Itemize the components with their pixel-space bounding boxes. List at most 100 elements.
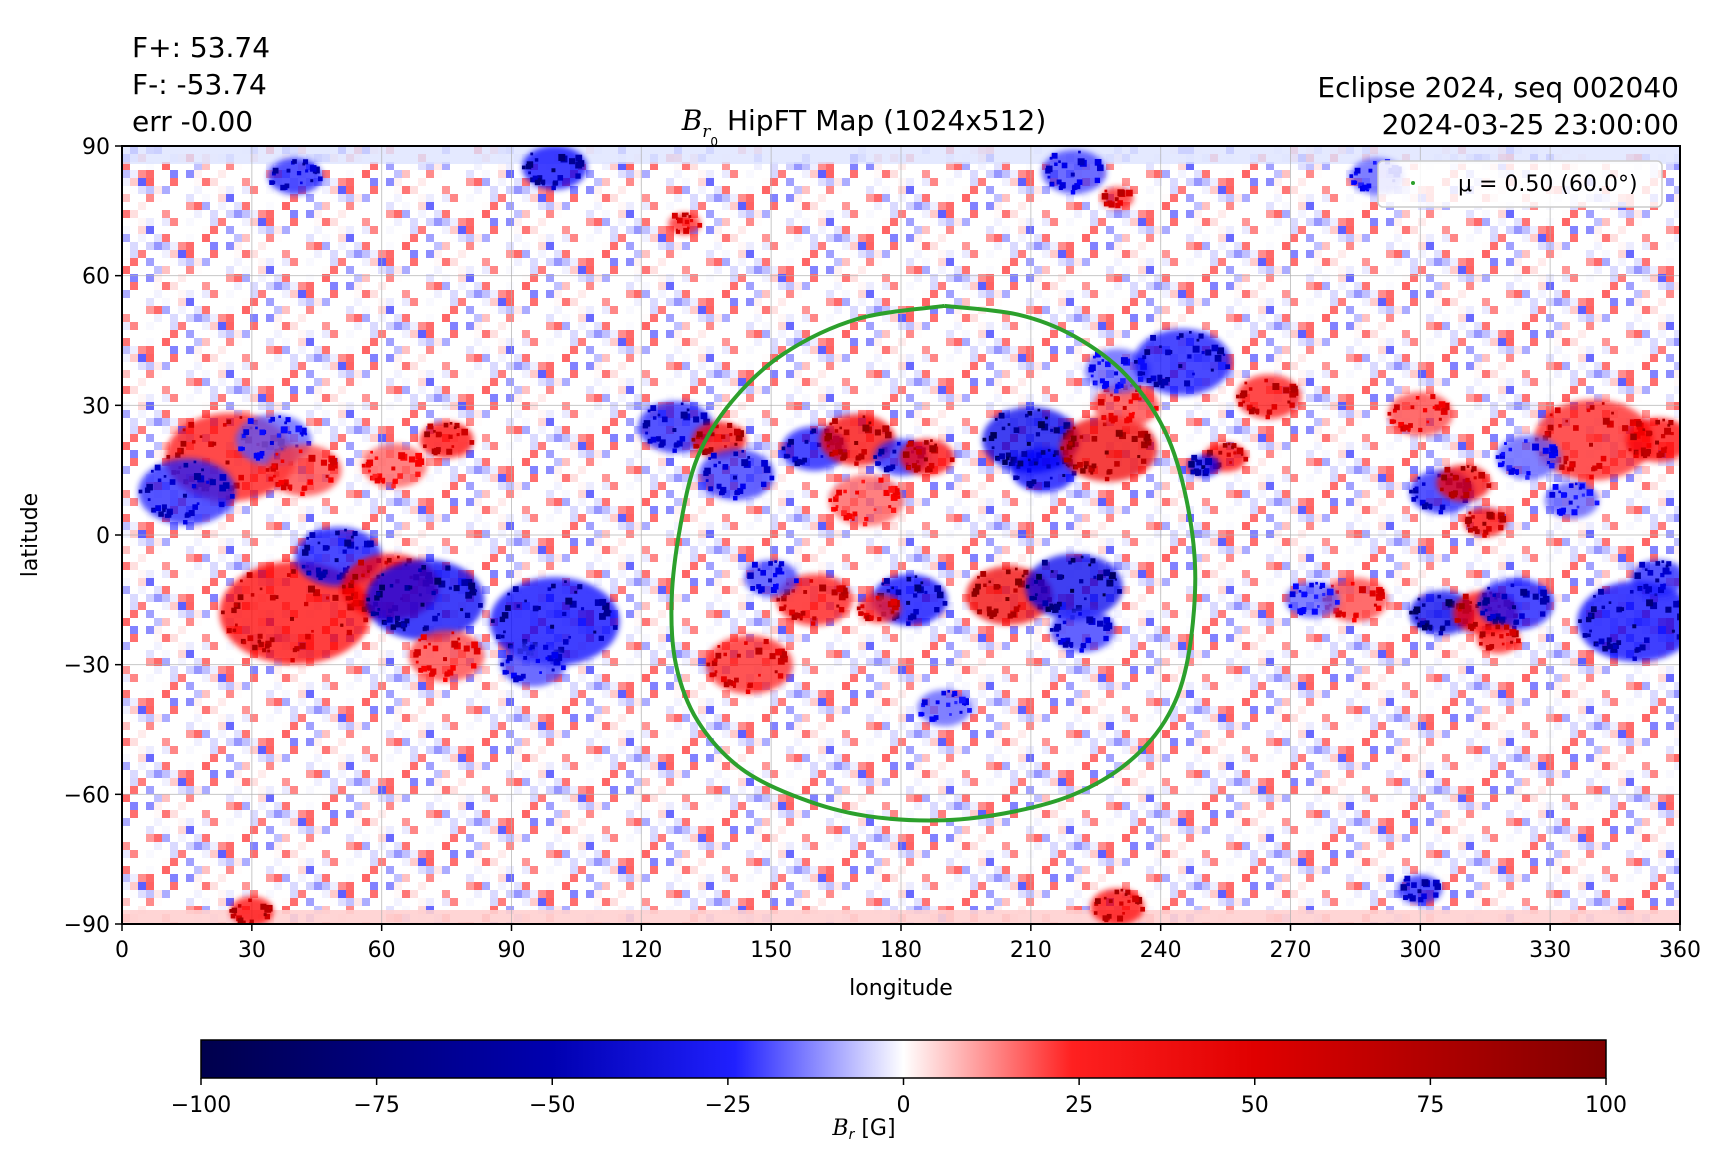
heat-cell (1322, 450, 1330, 458)
heat-cell (122, 386, 130, 394)
heat-cell (1578, 354, 1586, 362)
heat-cell (410, 298, 418, 306)
heat-cell (338, 418, 346, 426)
heat-cell (818, 546, 826, 554)
heat-cell (290, 258, 298, 266)
heat-cell (154, 186, 162, 194)
heat-cell (1314, 394, 1322, 402)
heat-cell (482, 466, 490, 474)
heat-cell (834, 538, 842, 546)
heat-cell (546, 450, 554, 458)
heat-cell (802, 330, 810, 338)
heat-cell (530, 554, 538, 562)
heat-cell (746, 522, 754, 530)
heat-cell (562, 522, 570, 530)
heat-cell (914, 370, 922, 378)
heat-cell (1266, 530, 1274, 538)
heat-cell (1586, 306, 1594, 314)
heat-cell (354, 426, 362, 434)
heat-cell (946, 354, 954, 362)
heat-cell (786, 418, 794, 426)
heat-cell (362, 522, 370, 530)
heat-cell (1026, 322, 1034, 330)
heat-cell (410, 234, 418, 242)
heat-cell (410, 434, 418, 442)
heat-cell (1586, 482, 1594, 490)
heat-cell (866, 370, 874, 378)
heat-cell (1466, 426, 1474, 434)
heat-cell (674, 522, 682, 530)
heat-cell (1306, 498, 1314, 506)
heat-cell (994, 298, 1002, 306)
heat-cell (506, 290, 514, 298)
heat-cell (882, 370, 890, 378)
heat-cell (410, 410, 418, 418)
heat-cell (586, 250, 594, 258)
heat-cell (1554, 370, 1562, 378)
heat-cell (250, 218, 258, 226)
heat-cell (306, 386, 314, 394)
heat-cell (594, 194, 602, 202)
heat-cell (474, 498, 482, 506)
heat-cell (466, 386, 474, 394)
heat-cell (130, 322, 138, 330)
heat-cell (802, 226, 810, 234)
heat-cell (234, 274, 242, 282)
heat-cell (634, 522, 642, 530)
heat-cell (770, 306, 778, 314)
heat-cell (522, 530, 530, 538)
heat-cell (1410, 226, 1418, 234)
heat-cell (874, 298, 882, 306)
heat-cell (1282, 330, 1290, 338)
heat-cell (1642, 466, 1650, 474)
heat-cell (786, 322, 794, 330)
heat-cell (762, 530, 770, 538)
heat-cell (242, 274, 250, 282)
heat-cell (258, 210, 266, 218)
heat-cell (946, 370, 954, 378)
heat-cell (1562, 218, 1570, 226)
heat-cell (1474, 370, 1482, 378)
heat-cell (706, 274, 714, 282)
heat-cell (242, 530, 250, 538)
heat-cell (370, 434, 378, 442)
heat-cell (706, 298, 714, 306)
heat-cell (1642, 386, 1650, 394)
heat-cell (1658, 498, 1666, 506)
heat-cell (698, 346, 706, 354)
heat-cell (250, 210, 258, 218)
heat-cell (1602, 314, 1610, 322)
heat-cell (1330, 194, 1338, 202)
heat-cell (130, 354, 138, 362)
heat-cell (618, 162, 626, 170)
heat-cell (738, 250, 746, 258)
heat-cell (1210, 178, 1218, 186)
heat-cell (682, 298, 690, 306)
heat-cell (706, 546, 714, 554)
heat-cell (850, 274, 858, 282)
heat-cell (1346, 242, 1354, 250)
heat-cell (642, 226, 650, 234)
heat-cell (666, 298, 674, 306)
heat-cell (1266, 338, 1274, 346)
heat-cell (490, 330, 498, 338)
heat-cell (922, 194, 930, 202)
heat-cell (1386, 498, 1394, 506)
heat-cell (1378, 306, 1386, 314)
heat-cell (1258, 426, 1266, 434)
heat-cell (338, 354, 346, 362)
heat-cell (578, 498, 586, 506)
heat-cell (330, 370, 338, 378)
heat-cell (618, 298, 626, 306)
heat-cell (794, 202, 802, 210)
heat-cell (866, 226, 874, 234)
heat-cell (1322, 362, 1330, 370)
heat-cell (762, 354, 770, 362)
heat-cell (874, 338, 882, 346)
heat-cell (834, 354, 842, 362)
heat-cell (1130, 298, 1138, 306)
heat-cell (826, 522, 834, 530)
heat-cell (162, 250, 170, 258)
heat-cell (1658, 274, 1666, 282)
heat-cell (922, 298, 930, 306)
